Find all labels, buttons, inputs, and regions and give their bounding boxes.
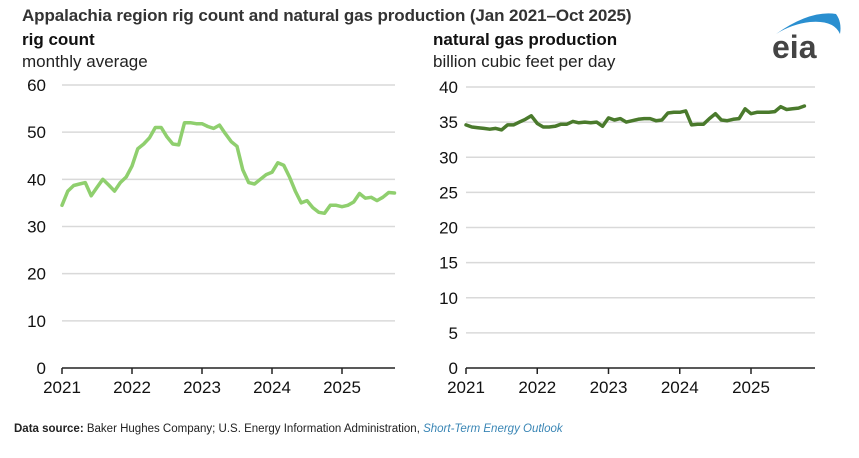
y-tick-label: 20 (27, 265, 46, 284)
y-tick-label: 25 (439, 183, 458, 202)
left-panel-title: rig count (22, 30, 95, 49)
y-tick-label: 5 (449, 324, 458, 343)
series-line-rig-count (60, 120, 397, 216)
data-source-footer: Data source: Baker Hughes Company; U.S. … (14, 423, 563, 435)
x-tick-label: 2023 (590, 378, 628, 397)
y-tick-label: 30 (439, 148, 458, 167)
y-tick-label: 50 (27, 123, 46, 142)
left-panel-subtitle: monthly average (22, 52, 148, 71)
x-tick-label: 2021 (447, 378, 485, 397)
right-panel-title: natural gas production (433, 30, 618, 49)
y-tick-label: 0 (449, 359, 458, 378)
y-tick-label: 35 (439, 113, 458, 132)
y-tick-label: 40 (27, 170, 46, 189)
x-tick-label: 2022 (113, 378, 151, 397)
eia-logo-text: eia (772, 29, 817, 63)
y-tick-label: 0 (37, 359, 46, 378)
y-tick-label: 60 (27, 76, 46, 95)
y-tick-label: 10 (27, 312, 46, 331)
data-source-label: Data source: (14, 423, 84, 435)
x-tick-label: 2024 (253, 378, 291, 397)
eia-logo-arc (776, 13, 841, 34)
eia-logo-graphic: eia (772, 13, 841, 65)
y-tick-label: 20 (439, 219, 458, 238)
chart-title: Appalachia region rig count and natural … (22, 6, 632, 25)
series-line-natural-gas-production (464, 104, 807, 132)
data-source-text: Baker Hughes Company; U.S. Energy Inform… (83, 423, 424, 435)
x-tick-label: 2021 (43, 378, 81, 397)
steo-link[interactable]: Short-Term Energy Outlook (423, 423, 563, 435)
x-tick-label: 2025 (323, 378, 361, 397)
y-tick-label: 15 (439, 254, 458, 273)
x-tick-label: 2025 (732, 378, 770, 397)
rig-count-chart: 0 10 20 30 40 50 60 2021 2022 2023 2024 2025 (27, 76, 397, 397)
y-tick-label: 40 (439, 78, 458, 97)
right-panel-subtitle: billion cubic feet per day (433, 52, 616, 71)
eia-logo: eia (770, 8, 850, 65)
x-tick-label: 2022 (518, 378, 556, 397)
y-tick-label: 10 (439, 289, 458, 308)
x-tick-label: 2023 (183, 378, 221, 397)
y-tick-label: 30 (27, 218, 46, 237)
x-tick-label: 2024 (661, 378, 699, 397)
